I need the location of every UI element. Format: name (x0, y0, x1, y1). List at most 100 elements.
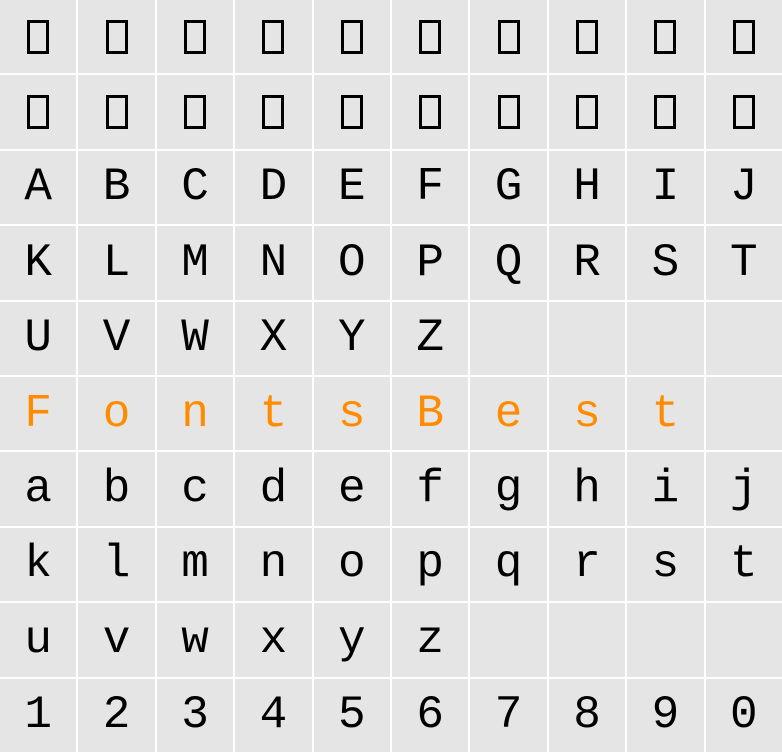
glyph-cell (235, 75, 311, 148)
missing-glyph-icon (184, 20, 206, 54)
glyph-cell (549, 603, 625, 676)
glyph-cell: y (314, 603, 390, 676)
glyph-cell: 2 (78, 679, 154, 752)
glyph-cell: B (392, 377, 468, 450)
glyph-cell (314, 0, 390, 73)
glyph-cell (0, 75, 76, 148)
glyph-cell (706, 0, 782, 73)
glyph-cell: c (157, 452, 233, 525)
glyph-cell: O (314, 226, 390, 299)
glyph-cell: T (706, 226, 782, 299)
missing-glyph-icon (106, 95, 128, 129)
glyph-cell: o (78, 377, 154, 450)
glyph-cell: j (706, 452, 782, 525)
glyph-cell (157, 75, 233, 148)
glyph-cell: K (0, 226, 76, 299)
glyph-cell: 8 (549, 679, 625, 752)
glyph-cell: J (706, 151, 782, 224)
glyph-cell: n (235, 528, 311, 601)
glyph-cell: e (470, 377, 546, 450)
glyph-cell: x (235, 603, 311, 676)
glyph-cell: 0 (706, 679, 782, 752)
glyph-cell: V (78, 302, 154, 375)
glyph-cell: s (549, 377, 625, 450)
glyph-cell: L (78, 226, 154, 299)
missing-glyph-icon (262, 20, 284, 54)
glyph-cell: G (470, 151, 546, 224)
missing-glyph-icon (576, 20, 598, 54)
missing-glyph-icon (654, 20, 676, 54)
glyph-cell (470, 603, 546, 676)
glyph-cell: Z (392, 302, 468, 375)
glyph-cell: A (0, 151, 76, 224)
glyph-cell: n (157, 377, 233, 450)
glyph-cell: Q (470, 226, 546, 299)
missing-glyph-icon (184, 95, 206, 129)
glyph-cell: F (0, 377, 76, 450)
glyph-cell: F (392, 151, 468, 224)
glyph-cell (392, 75, 468, 148)
glyph-cell: e (314, 452, 390, 525)
glyph-cell: X (235, 302, 311, 375)
glyph-cell: s (314, 377, 390, 450)
glyph-cell: 4 (235, 679, 311, 752)
glyph-cell: b (78, 452, 154, 525)
glyph-cell: D (235, 151, 311, 224)
glyph-cell (78, 0, 154, 73)
glyph-cell: k (0, 528, 76, 601)
glyph-cell: h (549, 452, 625, 525)
glyph-cell: l (78, 528, 154, 601)
missing-glyph-icon (576, 95, 598, 129)
glyph-cell: a (0, 452, 76, 525)
glyph-cell: g (470, 452, 546, 525)
glyph-grid: ABCDEFGHIJKLMNOPQRSTUVWXYZFontsBestabcde… (0, 0, 782, 752)
missing-glyph-icon (262, 95, 284, 129)
glyph-cell: w (157, 603, 233, 676)
glyph-cell: S (627, 226, 703, 299)
glyph-cell (470, 0, 546, 73)
glyph-cell: N (235, 226, 311, 299)
missing-glyph-icon (27, 20, 49, 54)
glyph-cell: o (314, 528, 390, 601)
glyph-cell: 5 (314, 679, 390, 752)
glyph-cell (706, 377, 782, 450)
glyph-cell: Y (314, 302, 390, 375)
glyph-cell (627, 302, 703, 375)
glyph-cell: r (549, 528, 625, 601)
glyph-cell: s (627, 528, 703, 601)
glyph-cell: 3 (157, 679, 233, 752)
missing-glyph-icon (106, 20, 128, 54)
glyph-cell: v (78, 603, 154, 676)
glyph-cell (627, 75, 703, 148)
missing-glyph-icon (419, 95, 441, 129)
missing-glyph-icon (341, 95, 363, 129)
glyph-cell: P (392, 226, 468, 299)
glyph-cell (549, 75, 625, 148)
glyph-cell: H (549, 151, 625, 224)
glyph-cell: 1 (0, 679, 76, 752)
missing-glyph-icon (27, 95, 49, 129)
glyph-cell (235, 0, 311, 73)
glyph-cell (706, 302, 782, 375)
glyph-cell (549, 0, 625, 73)
missing-glyph-icon (498, 95, 520, 129)
glyph-cell (549, 302, 625, 375)
glyph-cell: t (235, 377, 311, 450)
glyph-cell (0, 0, 76, 73)
glyph-cell: I (627, 151, 703, 224)
glyph-cell: 9 (627, 679, 703, 752)
glyph-cell (157, 0, 233, 73)
glyph-cell: m (157, 528, 233, 601)
glyph-cell: R (549, 226, 625, 299)
glyph-cell (392, 0, 468, 73)
glyph-cell (470, 75, 546, 148)
glyph-cell: p (392, 528, 468, 601)
glyph-cell: t (706, 528, 782, 601)
missing-glyph-icon (498, 20, 520, 54)
glyph-cell (627, 0, 703, 73)
glyph-cell: u (0, 603, 76, 676)
missing-glyph-icon (733, 95, 755, 129)
missing-glyph-icon (419, 20, 441, 54)
glyph-cell: f (392, 452, 468, 525)
glyph-cell: t (627, 377, 703, 450)
